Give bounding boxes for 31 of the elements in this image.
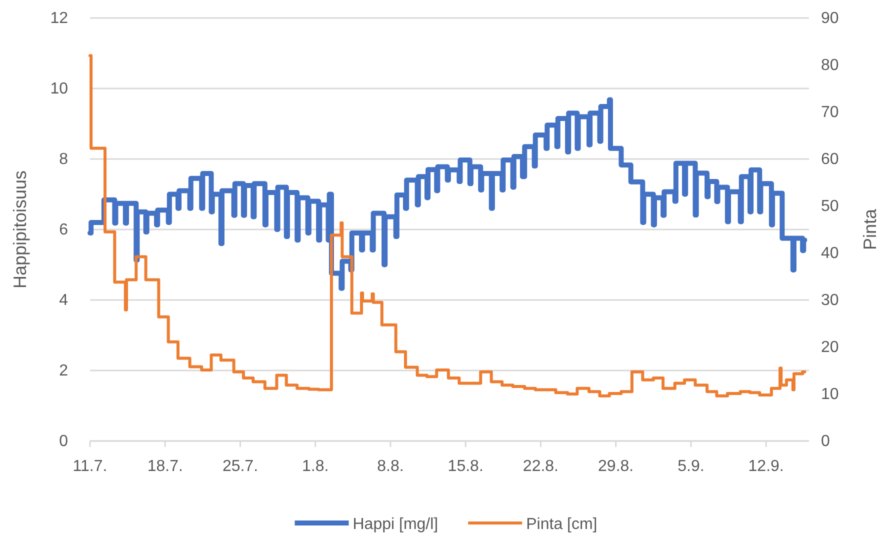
y2-tick-label: 40 (821, 245, 839, 262)
x-tick-label: 1.8. (302, 458, 329, 475)
x-tick-label: 11.7. (72, 458, 108, 475)
y2-tick-label: 70 (821, 104, 839, 122)
y-tick-label: 6 (59, 222, 68, 239)
y2-tick-label: 60 (821, 151, 839, 168)
y2-axis-title: Pinta (860, 208, 880, 250)
x-tick-label: 5.9. (678, 458, 704, 475)
x-tick-label: 18.7. (147, 458, 183, 475)
x-tick-label: 22.8. (522, 458, 559, 475)
y-tick-label: 4 (59, 292, 68, 310)
y2-tick-label: 10 (821, 386, 839, 404)
x-tick-label: 12.9. (748, 458, 784, 475)
y-axis-title: Happipitoisuus (10, 170, 30, 289)
y-tick-label: 10 (50, 80, 68, 98)
x-tick-label: 8.8. (377, 458, 404, 475)
y2-tick-label: 90 (821, 10, 839, 28)
y2-tick-label: 0 (821, 433, 830, 450)
y-tick-label: 12 (50, 10, 68, 28)
y-tick-label: 2 (59, 362, 68, 380)
legend-label: Happi [mg/l] (352, 516, 438, 533)
x-tick-label: 29.8. (598, 458, 634, 475)
y2-tick-label: 20 (821, 339, 839, 356)
legend-label: Pinta [cm] (526, 516, 598, 533)
y2-tick-label: 50 (821, 198, 839, 216)
x-tick-label: 15.8. (448, 458, 484, 475)
y-tick-label: 0 (59, 433, 68, 450)
y2-tick-label: 30 (821, 292, 839, 310)
y2-tick-label: 80 (821, 57, 839, 74)
x-tick-label: 25.7. (222, 458, 258, 475)
y-tick-label: 8 (59, 151, 68, 168)
